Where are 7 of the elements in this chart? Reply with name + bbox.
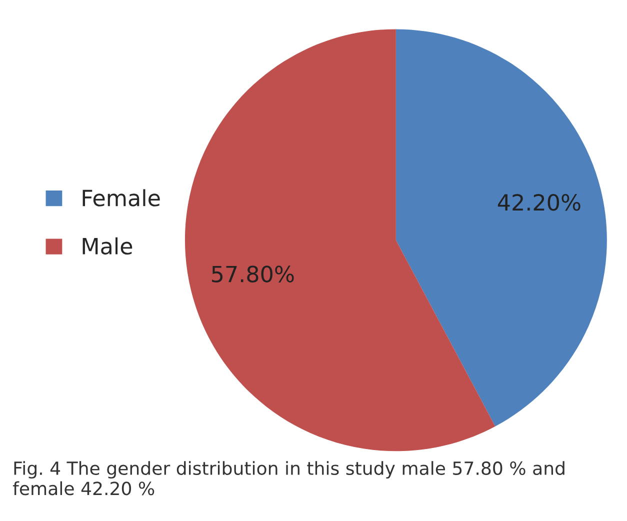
pie-slice [185,29,496,452]
legend-label: Male [82,237,132,255]
caption: Fig. 4 The gender distribution in this study male 57.80 % and female 42.20 % [12,461,564,496]
legend-label: Female [82,189,160,206]
data-label: 42.20% [498,194,580,211]
pie-slice [396,29,607,426]
data-label: 57.80% [212,266,294,282]
